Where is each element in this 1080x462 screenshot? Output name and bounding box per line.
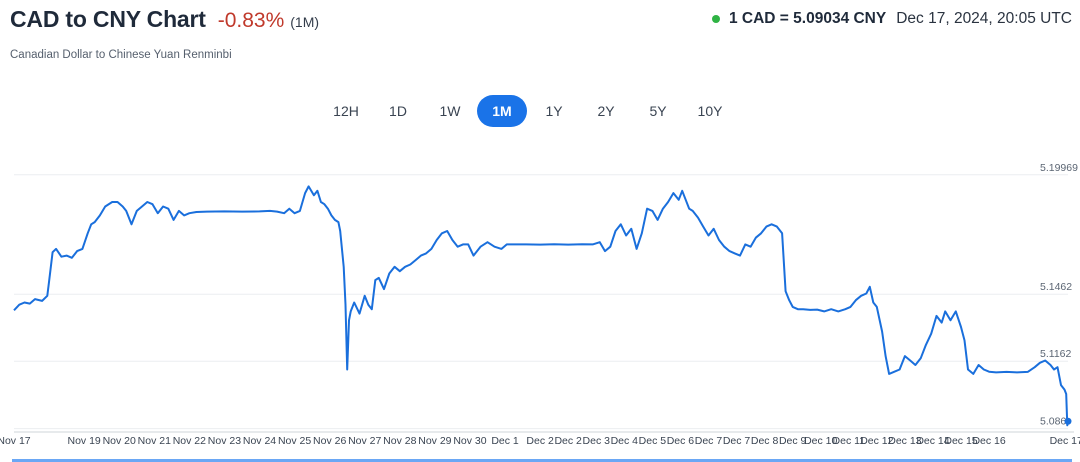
page-title: CAD to CNY Chart — [10, 6, 206, 32]
x-tick-label: Dec 5 — [639, 435, 667, 447]
y-tick-label: 5.1462 — [1040, 281, 1072, 293]
quote-timestamp: Dec 17, 2024, 20:05 UTC — [896, 10, 1072, 27]
x-tick-label: Dec 7 — [695, 435, 723, 447]
period-label: (1M) — [290, 14, 320, 30]
x-tick-label: Dec 8 — [751, 435, 779, 447]
percent-change: -0.83% — [217, 9, 285, 32]
tab-10y[interactable]: 10Y — [697, 103, 723, 119]
live-quote: 1 CAD = 5.09034 CNY Dec 17, 2024, 20:05 … — [711, 10, 1072, 28]
range-scrollbar[interactable] — [12, 459, 1072, 462]
x-tick-label: Nov 19 — [68, 435, 101, 447]
x-tick-label: Nov 27 — [348, 435, 381, 447]
tab-1d[interactable]: 1D — [389, 103, 407, 119]
timeframe-tabs: 12H 1D 1W 1M 1Y 2Y 5Y 10Y — [0, 95, 1080, 127]
x-tick-label: Nov 24 — [243, 435, 276, 447]
x-tick-label: Nov 25 — [278, 435, 311, 447]
y-tick-label: 5.1162 — [1040, 348, 1071, 360]
x-tick-label: Dec 9 — [779, 435, 807, 447]
tab-2y[interactable]: 2Y — [597, 103, 615, 119]
last-point-marker — [1064, 417, 1072, 425]
pair-subtitle: Canadian Dollar to Chinese Yuan Renminbi — [10, 49, 232, 61]
x-tick-label: Nov 21 — [138, 435, 171, 447]
y-tick-label: 5.19969 — [1040, 162, 1078, 174]
y-tick-label: 5.086 — [1040, 416, 1066, 428]
x-tick-label: Nov 30 — [453, 435, 486, 447]
live-status-dot-icon — [711, 15, 720, 23]
x-tick-label: Dec 2 — [554, 435, 582, 447]
x-tick-label: Dec 11 — [833, 435, 866, 447]
x-tick-label: Nov 26 — [313, 435, 346, 447]
x-tick-label: Dec 7 — [723, 435, 751, 447]
x-tick-label: Dec 17 — [1050, 435, 1080, 447]
x-tick-label: Dec 16 — [972, 435, 1005, 447]
quote-rate: 1 CAD = 5.09034 CNY — [728, 10, 887, 27]
tab-12h[interactable]: 12H — [333, 103, 359, 119]
x-tick-label: Nov 23 — [208, 435, 241, 447]
x-tick-label: Dec 6 — [667, 435, 695, 447]
title-row: CAD to CNY Chart -0.83% (1M) — [10, 6, 1080, 33]
x-tick-label: Dec 13 — [888, 435, 921, 447]
series-line — [13, 185, 1069, 427]
tab-1y[interactable]: 1Y — [545, 103, 563, 119]
x-tick-label: Dec 4 — [611, 435, 639, 447]
tab-5y[interactable]: 5Y — [649, 103, 667, 119]
x-tick-label: Dec 14 — [916, 435, 949, 447]
timeframe-tabs-inner: 12H 1D 1W 1M 1Y 2Y 5Y 10Y — [320, 95, 736, 127]
x-tick-label: Dec 3 — [583, 435, 611, 447]
x-tick-label: Nov 17 — [0, 435, 31, 447]
x-tick-label: Dec 2 — [526, 435, 554, 447]
x-tick-label: Nov 22 — [173, 435, 206, 447]
tab-1m[interactable]: 1M — [477, 95, 527, 127]
chart-header: CAD to CNY Chart -0.83% (1M) Canadian Do… — [10, 6, 1080, 66]
x-tick-label: Nov 28 — [383, 435, 416, 447]
x-tick-label: Dec 1 — [491, 435, 519, 447]
tab-1w[interactable]: 1W — [439, 103, 461, 119]
x-tick-label: Dec 10 — [804, 435, 837, 447]
x-tick-label: Nov 29 — [418, 435, 451, 447]
x-tick-label: Nov 20 — [103, 435, 136, 447]
x-tick-label: Dec 12 — [860, 435, 893, 447]
x-tick-label: Dec 15 — [944, 435, 977, 447]
